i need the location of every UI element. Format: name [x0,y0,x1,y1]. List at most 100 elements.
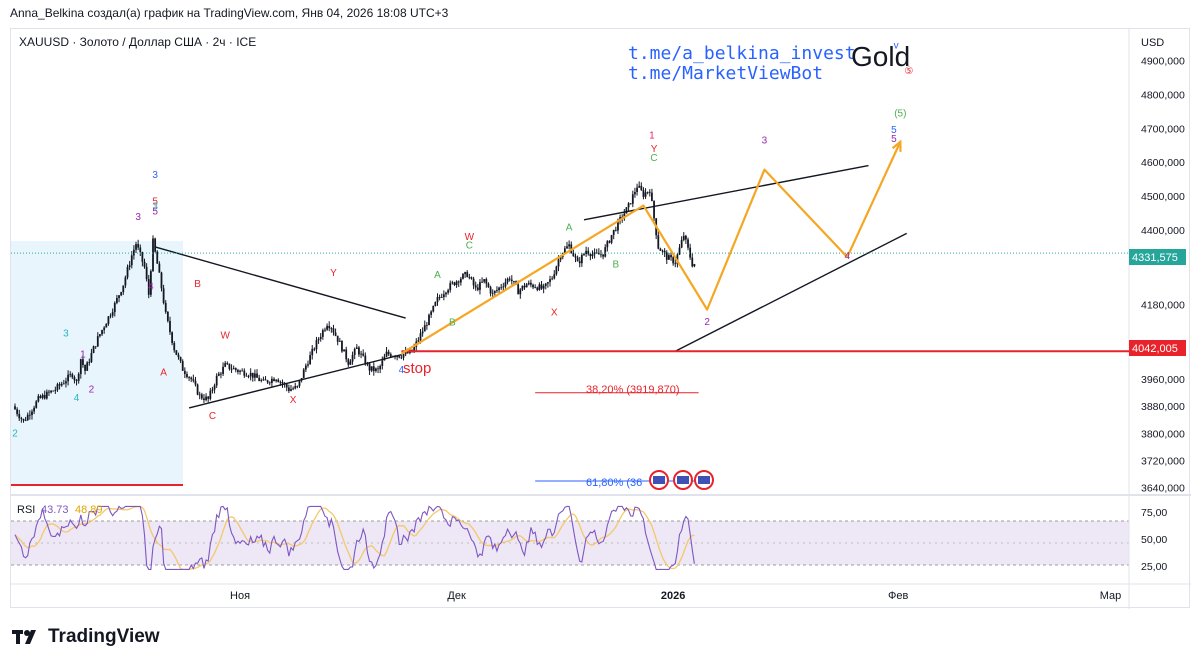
candle-body [566,246,568,249]
candle-body [173,342,176,351]
wave-label: v [894,41,899,52]
candle-body [453,282,456,286]
footer: TradingView [12,626,160,648]
trendline-triangle-bottom [188,354,402,409]
candle-body [442,294,445,298]
candle-body [347,359,350,365]
candle-body [653,200,655,219]
candle-body [682,235,685,240]
candle-body [368,363,371,371]
candle-body [237,370,239,372]
currency-label[interactable]: USD [1141,37,1164,49]
candle-body [642,189,645,197]
candle-body [400,357,403,359]
candle-body [113,302,116,313]
candle-body [279,381,282,383]
candle-body [508,278,511,280]
candle-body [445,292,447,295]
gold-title: Gold [851,41,910,72]
levels [11,252,1129,486]
candle-body [35,401,38,408]
price-tick-label: 3640,000 [1141,483,1185,495]
candle-body [196,384,199,395]
candle-body [26,414,29,421]
price-tick-label: 3800,000 [1141,428,1185,440]
candle-body [266,380,269,383]
candle-body [379,365,382,370]
rsi-tick-label: 75,00 [1141,507,1167,519]
candle-body [324,329,326,331]
candle-body [111,312,114,316]
candle-body [355,347,358,349]
candle-body [203,398,205,401]
candle-body [88,361,91,363]
candle-body [504,282,507,287]
candle-body [241,370,244,372]
wave-label: C [650,153,657,164]
candles [14,181,696,423]
time-tick-label: Ноя [230,590,250,602]
telegram-link-1[interactable]: t.me/a_belkina_invest [628,43,856,64]
candle-body [472,278,475,286]
telegram-link-2[interactable]: t.me/MarketViewBot [628,63,823,84]
stop-label: stop [403,360,431,377]
candle-body [525,284,528,288]
candle-body [69,374,72,376]
candle-body [169,320,171,333]
candle-body [358,347,360,355]
candle-body [94,346,97,348]
candle-body [413,346,416,353]
candle-body [84,364,86,371]
candle-body [186,373,188,378]
candle-body [377,368,379,370]
candle-body [256,373,258,378]
candle-body [449,283,452,291]
trendline-lower-channel [674,232,908,352]
wave-label: 4 [399,365,405,376]
chart-frame[interactable]: 2 4 3 1 2 3 4 3 5 3 5 B A C W X Y 4 A B W C X A B 1 Y C 2 3 4 (5) 5 5 v ⑤ 4… [10,28,1191,609]
candle-body [572,253,575,257]
wave-label: 4 [148,281,154,292]
trendline-triangle-top [154,246,406,319]
candle-body [103,327,106,331]
flag-icons[interactable] [649,470,714,490]
candle-body [483,279,486,282]
candle-body [648,191,651,193]
candle-body [636,187,638,193]
symbol-title[interactable]: XAUUSD · Золото / Доллар США · 2ч · ICE [19,35,256,49]
candle-body [124,277,127,286]
candle-body [576,257,579,262]
wave-label: W [465,232,475,243]
candle-body [128,265,131,268]
candle-body [107,316,110,324]
candle-body [353,348,356,355]
current-price-badge [1129,249,1186,265]
price-tick-label: 4180,000 [1141,300,1185,312]
candle-body [389,354,392,357]
candle-body [139,247,142,253]
candle-body [687,239,689,248]
candle-body [45,391,48,399]
candle-body [536,287,539,290]
candle-body [546,282,549,284]
candle-body [574,256,577,258]
candle-body [351,354,354,362]
candle-body [651,192,653,201]
candle-body [481,281,483,283]
candle-body [640,185,643,190]
wave-label: 2 [12,429,18,440]
candle-body [693,263,696,267]
wave-label: A [566,223,573,234]
candle-body [542,285,545,289]
candle-body [77,373,80,381]
candle-body [387,351,390,355]
wave-label: C [209,411,216,422]
price-tick-label: 4400,000 [1141,225,1185,237]
candle-body [468,276,471,278]
candle-body [298,380,301,387]
candle-body [24,420,27,421]
candle-body [130,255,133,266]
candle-body [489,287,492,294]
candle-body [317,339,320,341]
